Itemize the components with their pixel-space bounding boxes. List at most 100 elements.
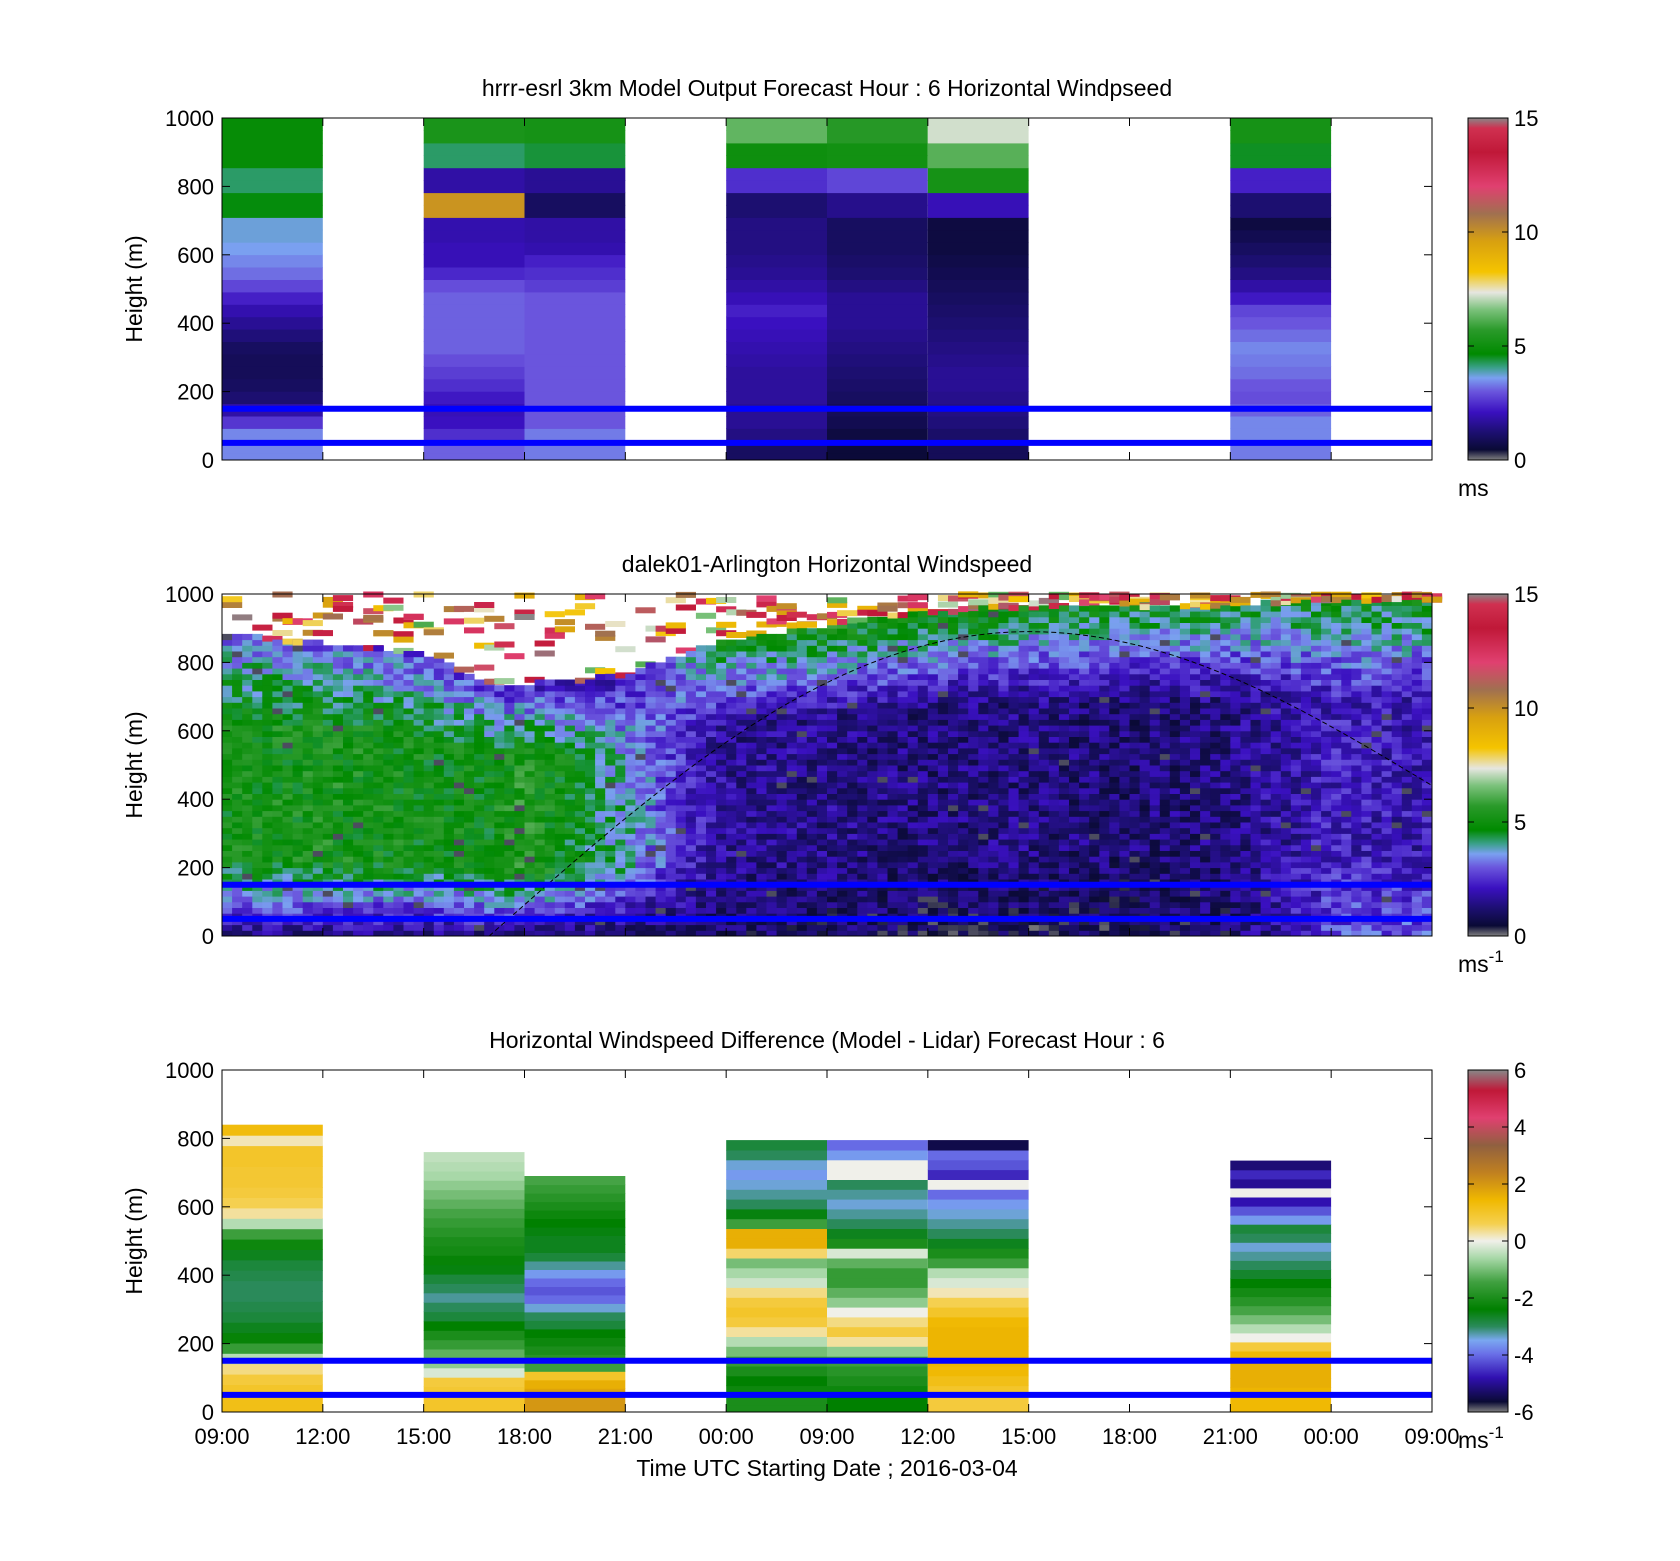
heatmap-cell — [524, 415, 626, 429]
heatmap-cell — [827, 827, 838, 834]
heatmap-cell — [857, 628, 868, 635]
heatmap-cell — [1028, 656, 1040, 663]
heatmap-cell — [1028, 770, 1040, 777]
heatmap-cell — [564, 827, 576, 834]
heatmap-cell — [564, 810, 576, 817]
heatmap-cell — [494, 719, 505, 726]
heatmap-cell — [252, 685, 263, 692]
heatmap-cell — [827, 229, 928, 243]
heatmap-cell — [1028, 867, 1040, 874]
heatmap-cell — [937, 651, 949, 658]
heatmap-cell — [383, 679, 394, 686]
heatmap-cell — [504, 770, 515, 777]
heatmap-cell — [675, 787, 687, 794]
heatmap-cell — [474, 839, 485, 846]
heatmap-cell — [887, 810, 899, 817]
heatmap-cell — [1079, 816, 1090, 823]
heatmap-cell — [827, 907, 838, 914]
heatmap-cell — [453, 896, 465, 903]
heatmap-cell — [322, 702, 334, 709]
heatmap-cell — [716, 844, 727, 851]
heatmap-cell — [1089, 873, 1100, 880]
heatmap-cell — [706, 816, 717, 823]
heatmap-cell — [443, 708, 455, 715]
heatmap-cell — [786, 651, 798, 658]
heatmap-cell — [837, 713, 848, 720]
heatmap-cell — [645, 787, 657, 794]
heatmap-cell — [242, 804, 253, 812]
heatmap-cell — [937, 827, 949, 834]
heatmap-cell — [937, 725, 949, 732]
heatmap-cell — [847, 765, 858, 772]
heatmap-cell — [927, 267, 1029, 280]
heatmap-cell — [1069, 753, 1080, 760]
heatmap-cell — [847, 673, 858, 680]
heatmap-cell — [736, 844, 747, 851]
heatmap-cell — [998, 924, 1009, 931]
heatmap-cell — [827, 725, 838, 732]
heatmap-cell — [917, 611, 929, 618]
heatmap-cell — [353, 753, 364, 760]
heatmap-cell — [645, 708, 657, 715]
heatmap-cell — [494, 770, 505, 777]
heatmap-cell — [978, 736, 989, 743]
heatmap-cell — [837, 782, 848, 789]
heatmap-cell — [998, 690, 1009, 698]
heatmap-cell — [756, 856, 767, 863]
heatmap-cell — [746, 719, 757, 726]
heatmap-cell — [272, 782, 283, 789]
heatmap-cell — [332, 850, 344, 857]
heatmap-cell — [373, 787, 384, 794]
heatmap-cell — [302, 890, 314, 897]
heatmap-cell — [716, 765, 727, 772]
heatmap-cell — [222, 742, 233, 749]
heatmap-cell — [786, 827, 798, 834]
heatmap-cell — [927, 304, 1029, 318]
heatmap-cell — [413, 833, 425, 840]
heatmap-cell — [474, 901, 485, 908]
heatmap-cell — [927, 130, 1029, 144]
heatmap-cell — [625, 867, 636, 874]
heatmap-cell — [655, 736, 667, 743]
heatmap-cell — [1079, 873, 1090, 880]
heatmap-cell — [726, 890, 737, 897]
heatmap-cell — [887, 656, 899, 663]
heatmap-cell — [927, 770, 939, 777]
heatmap-cell — [827, 747, 838, 755]
heatmap-cell — [423, 742, 435, 749]
heatmap-cell — [756, 730, 767, 737]
heatmap-cell — [403, 759, 415, 766]
heatmap-cell — [645, 713, 657, 720]
heatmap-cell — [887, 827, 899, 834]
heatmap-cell — [383, 651, 394, 658]
heatmap-cell — [1079, 690, 1090, 698]
heatmap-cell — [726, 782, 737, 789]
heatmap-cell — [1079, 867, 1090, 874]
heatmap-cell — [564, 804, 576, 812]
heatmap-cell — [484, 867, 495, 874]
heatmap-cell — [917, 856, 929, 863]
heatmap-cell — [474, 753, 485, 760]
heatmap-cell — [1069, 884, 1080, 891]
heatmap-cell — [353, 747, 364, 755]
heatmap-cell — [827, 742, 838, 749]
heatmap-cell — [222, 341, 323, 355]
heatmap-cell — [978, 685, 989, 692]
heatmap-cell — [1069, 861, 1080, 869]
heatmap-cell — [222, 602, 243, 608]
heatmap-cell — [897, 907, 909, 914]
heatmap-cell — [605, 685, 616, 692]
heatmap-cell — [393, 736, 404, 743]
heatmap-cell — [726, 930, 737, 937]
heatmap-cell — [917, 822, 929, 829]
heatmap-cell — [1069, 907, 1080, 914]
heatmap-cell — [322, 867, 334, 874]
heatmap-cell — [746, 844, 757, 851]
heatmap-cell — [635, 873, 646, 880]
heatmap-cell — [978, 833, 989, 840]
heatmap-cell — [907, 605, 928, 612]
heatmap-cell — [363, 810, 374, 817]
heatmap-cell — [403, 793, 415, 800]
heatmap-cell — [1069, 605, 1080, 612]
heatmap-cell — [504, 776, 515, 783]
